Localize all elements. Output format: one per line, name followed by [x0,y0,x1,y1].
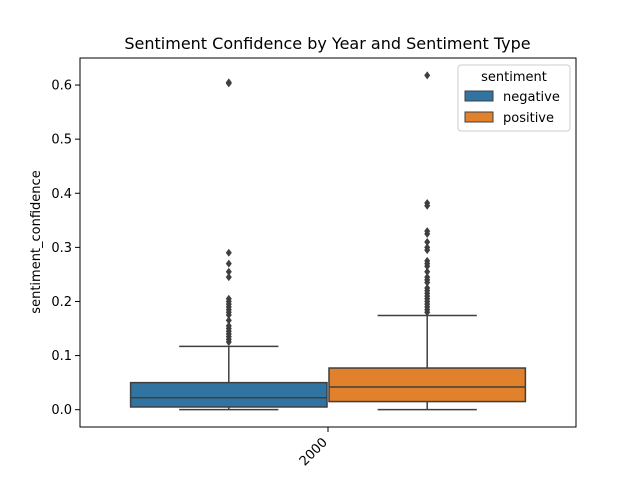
outlier-point [424,308,431,317]
outlier-point [424,229,431,238]
y-tick-label: 0.2 [51,295,72,310]
y-tick-label: 0.0 [51,403,72,418]
legend-swatch-positive [464,111,494,123]
legend-label-negative: negative [503,90,560,105]
legend: sentiment negative positive [457,64,571,132]
outlier-point [424,201,431,210]
chart-title: Sentiment Confidence by Year and Sentime… [124,34,530,53]
legend-label-positive: positive [503,111,554,126]
legend-swatch-negative [464,90,494,102]
box-body [328,367,527,403]
y-tick-label: 0.3 [51,241,72,256]
y-tick-label: 0.4 [51,187,72,202]
x-tick-label: 2000 [297,435,331,469]
outlier-point [225,259,232,268]
y-tick-label: 0.1 [51,349,72,364]
y-tick-label: 0.5 [51,133,72,148]
box-body [129,381,328,408]
y-axis-label: sentiment_confidence [29,170,44,313]
x-axis: 2000 [297,427,331,469]
outlier-point [225,248,232,257]
outlier-point [225,338,232,347]
y-tick-label: 0.6 [51,79,72,94]
outlier-point [225,79,232,88]
legend-title: sentiment [481,70,547,85]
outlier-point [424,71,431,80]
y-axis: 0.0 0.1 0.2 0.3 0.4 0.5 0.6 [51,79,80,418]
box-negative [129,78,328,411]
outlier-point [424,246,431,255]
plot-area [129,71,527,411]
box-positive [328,71,527,411]
outlier-point [225,273,232,282]
